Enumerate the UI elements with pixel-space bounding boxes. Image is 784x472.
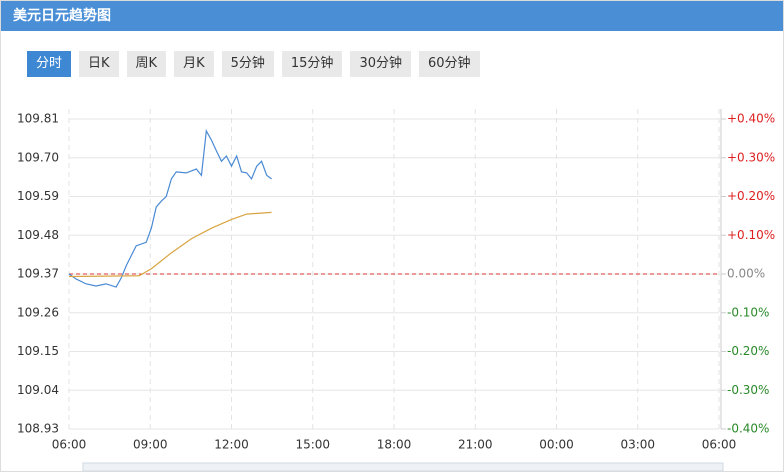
tab[interactable]: 30分钟 bbox=[350, 51, 411, 77]
x-tick-label: 18:00 bbox=[377, 438, 412, 452]
y2-tick-label: -0.30% bbox=[727, 383, 769, 397]
tab[interactable]: 15分钟 bbox=[281, 51, 343, 77]
scrollbar bbox=[82, 462, 724, 471]
tab-bar: 分时 日K 周K 月K 5分钟 15分钟 30分钟 60分钟 bbox=[27, 51, 480, 77]
tab[interactable]: 5分钟 bbox=[221, 51, 274, 77]
tab[interactable]: 日K bbox=[79, 51, 119, 77]
y-tick-label: 109.04 bbox=[17, 383, 59, 397]
y2-tick-label: -0.20% bbox=[727, 344, 769, 358]
y-tick-label: 109.15 bbox=[17, 344, 59, 358]
x-tick-label: 03:00 bbox=[620, 438, 655, 452]
y2-tick-label: +0.30% bbox=[727, 150, 775, 164]
x-tick-label: 21:00 bbox=[458, 438, 493, 452]
y-tick-label: 108.93 bbox=[17, 422, 59, 436]
tab[interactable]: 分时 bbox=[27, 51, 72, 77]
y-tick-label: 109.81 bbox=[17, 112, 59, 126]
x-tick-label: 12:00 bbox=[214, 438, 249, 452]
y-tick-label: 109.70 bbox=[17, 150, 59, 164]
y2-tick-label: -0.40% bbox=[727, 422, 769, 436]
header-title: 美元日元趋势图 bbox=[1, 1, 783, 31]
y-tick-label: 109.26 bbox=[17, 305, 59, 319]
y2-tick-label: +0.10% bbox=[727, 228, 775, 242]
tab[interactable]: 月K bbox=[174, 51, 214, 77]
x-tick-label: 06:00 bbox=[52, 438, 87, 452]
y-tick-label: 109.37 bbox=[17, 267, 59, 281]
y2-tick-label: 0.00% bbox=[727, 267, 765, 281]
line-series bbox=[68, 211, 272, 278]
y2-tick-label: +0.40% bbox=[727, 112, 775, 126]
y2-tick-label: +0.20% bbox=[727, 189, 775, 203]
x-tick-label: 15:00 bbox=[295, 438, 330, 452]
y-tick-label: 109.48 bbox=[17, 228, 59, 242]
tab[interactable]: 周K bbox=[126, 51, 167, 77]
y2-tick-label: -0.10% bbox=[727, 305, 769, 319]
y-tick-label: 109.59 bbox=[17, 189, 59, 203]
line-series bbox=[68, 129, 272, 288]
x-tick-label: 09:00 bbox=[133, 438, 168, 452]
x-tick-label: 06:00 bbox=[702, 438, 737, 452]
x-tick-label: 00:00 bbox=[539, 438, 574, 452]
tab[interactable]: 60分钟 bbox=[418, 51, 480, 77]
